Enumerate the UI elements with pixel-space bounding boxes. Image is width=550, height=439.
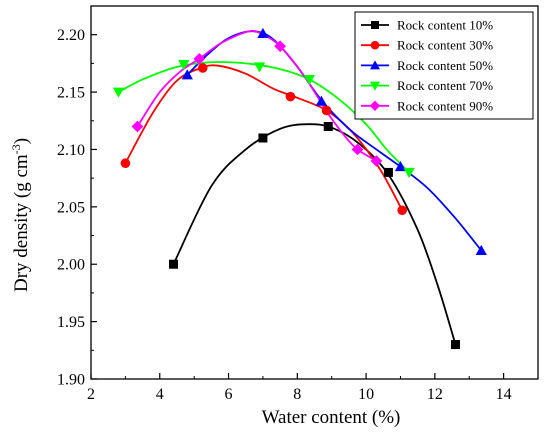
series-curve-3 bbox=[118, 61, 410, 174]
y-tick-label: 1.90 bbox=[57, 372, 85, 389]
x-tick-label: 12 bbox=[427, 386, 443, 403]
data-point-series-3-2 bbox=[253, 62, 266, 73]
data-point-series-4-2 bbox=[274, 40, 286, 53]
tick-labels: 2 4 6 8 10 12 14 1.90 1.95 2.00 2.05 2.10 2.15 2.20 bbox=[57, 27, 512, 403]
data-point-series-2-2 bbox=[315, 95, 328, 106]
x-tick-label: 4 bbox=[156, 386, 164, 403]
data-point-series-0-4 bbox=[450, 340, 460, 350]
data-point-series-1-2 bbox=[285, 91, 296, 102]
legend-marker-4 bbox=[369, 100, 381, 111]
x-tick-label: 14 bbox=[496, 386, 512, 403]
y-tick-label: 2.15 bbox=[57, 85, 85, 102]
x-tick-label: 6 bbox=[225, 386, 233, 403]
y-axis-label-close: ) bbox=[11, 138, 32, 144]
data-point-series-0-3 bbox=[383, 167, 393, 177]
series-markers bbox=[112, 27, 487, 350]
data-point-series-0-2 bbox=[323, 122, 333, 132]
legend-entry-3: Rock content 70% bbox=[397, 78, 493, 93]
data-point-series-2-4 bbox=[475, 244, 487, 255]
data-point-series-2-1 bbox=[257, 27, 269, 39]
legend-entry-2: Rock content 50% bbox=[397, 58, 493, 73]
data-point-series-4-4 bbox=[370, 155, 383, 167]
y-axis-label-sup: -3 bbox=[9, 144, 23, 154]
y-tick-label: 2.20 bbox=[57, 27, 85, 44]
x-axis-label: Water content (%) bbox=[262, 407, 401, 428]
legend-marker-3 bbox=[370, 81, 380, 91]
legend-marker-1 bbox=[370, 40, 380, 50]
data-point-series-1-0 bbox=[120, 158, 131, 169]
data-point-series-3-0 bbox=[112, 87, 125, 98]
y-tick-label: 2.05 bbox=[57, 199, 85, 216]
y-tick-label: 1.95 bbox=[57, 314, 85, 331]
data-point-series-1-4 bbox=[397, 205, 407, 216]
y-tick-label: 2.10 bbox=[57, 142, 85, 159]
legend-marker-0 bbox=[371, 21, 379, 29]
series-curve-0 bbox=[172, 123, 457, 345]
series-curve-1 bbox=[124, 64, 403, 211]
x-tick-label: 2 bbox=[87, 386, 95, 403]
x-tick-label: 8 bbox=[293, 386, 301, 403]
data-point-series-3-3 bbox=[303, 74, 315, 86]
legend-marker-2 bbox=[370, 60, 380, 70]
data-point-series-4-0 bbox=[131, 120, 144, 133]
data-point-series-1-3 bbox=[321, 105, 332, 116]
data-point-series-2-0 bbox=[181, 69, 193, 80]
axes bbox=[90, 5, 539, 380]
data-point-series-1-1 bbox=[197, 63, 208, 73]
y-axis-label-main: Dry density (g cm bbox=[11, 154, 32, 292]
legend-entry-4: Rock content 90% bbox=[397, 98, 493, 113]
legend-entry-0: Rock content 10% bbox=[397, 18, 493, 33]
data-point-series-0-1 bbox=[258, 133, 268, 143]
y-axis-label: Dry density (g cm-3) bbox=[9, 138, 32, 292]
data-point-series-3-4 bbox=[403, 167, 415, 179]
data-point-series-0-0 bbox=[169, 259, 179, 269]
legend-entry-1: Rock content 30% bbox=[397, 38, 493, 53]
data-point-series-2-3 bbox=[394, 161, 407, 172]
data-point-series-3-1 bbox=[178, 60, 190, 71]
plot-frame bbox=[90, 5, 539, 380]
y-tick-label: 2.00 bbox=[57, 257, 85, 274]
legend: Rock content 10% Rock content 30% Rock con… bbox=[354, 11, 534, 120]
data-point-series-4-1 bbox=[193, 52, 206, 65]
data-point-series-4-3 bbox=[351, 143, 364, 156]
x-tick-label: 10 bbox=[358, 386, 374, 403]
